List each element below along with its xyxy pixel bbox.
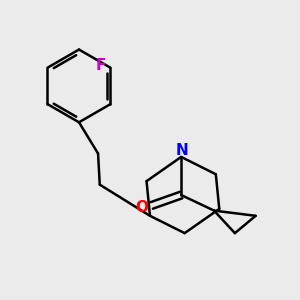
Text: O: O bbox=[136, 200, 148, 215]
Text: F: F bbox=[96, 58, 106, 74]
Text: N: N bbox=[176, 143, 188, 158]
